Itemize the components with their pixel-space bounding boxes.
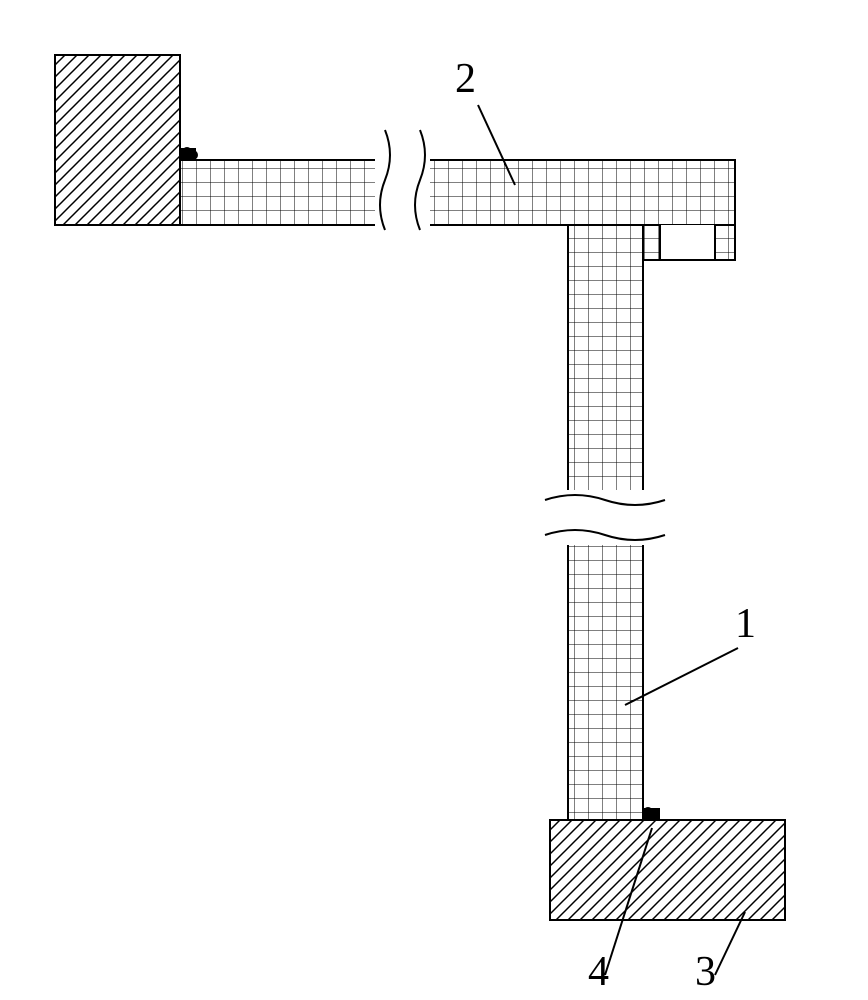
vertical-break-gap xyxy=(540,490,670,545)
label-2: 2 xyxy=(455,55,476,103)
label-1: 1 xyxy=(735,600,756,648)
leader-line-3 xyxy=(715,912,745,975)
bottom-base-block xyxy=(550,820,785,920)
label-4: 4 xyxy=(588,948,609,996)
bottom-right-weld-detail xyxy=(643,807,660,820)
label-3: 3 xyxy=(695,948,716,996)
horizontal-beam xyxy=(180,160,735,225)
left-support-block xyxy=(55,55,180,225)
diagram-svg xyxy=(0,0,868,1000)
top-left-weld-detail xyxy=(180,147,198,160)
